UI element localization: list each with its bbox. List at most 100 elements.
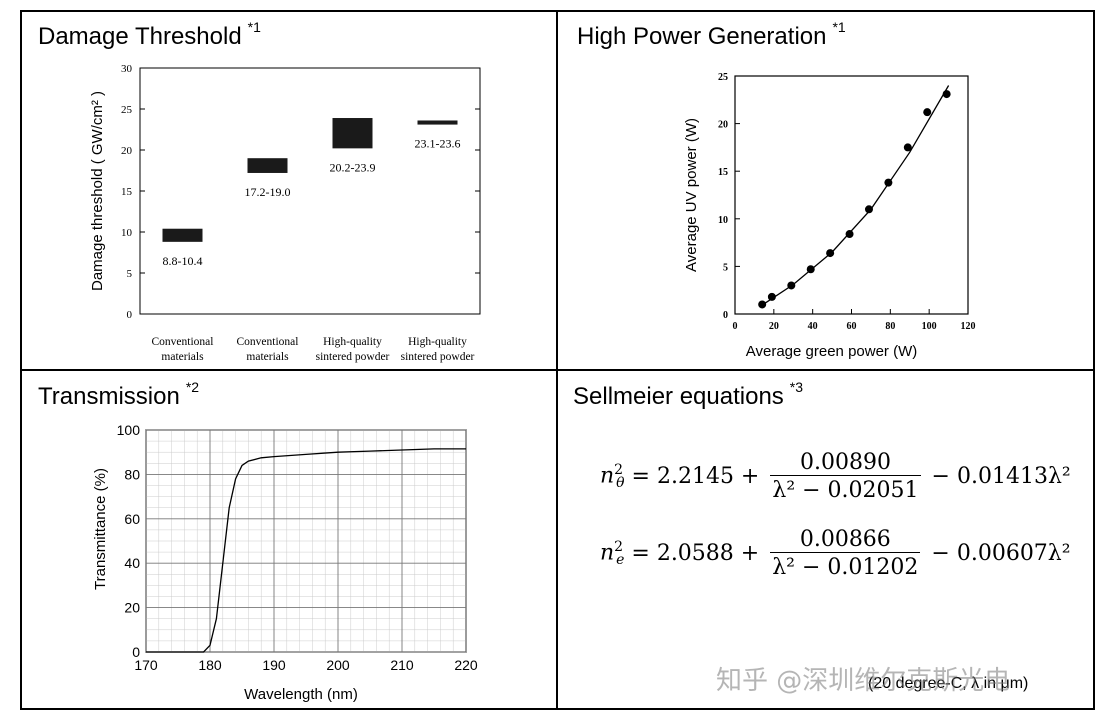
data-point xyxy=(845,230,854,239)
eq1-tail: − 0.01413λ² xyxy=(931,464,1071,489)
x-axis-label: Average green power (W) xyxy=(746,343,917,360)
power-title-text: High Power Generation xyxy=(577,23,827,50)
transmission-title-text: Transmission xyxy=(38,383,180,410)
x-tick-label: 20 xyxy=(769,321,779,332)
data-point xyxy=(826,249,835,258)
y-axis-label: Average UV power (W) xyxy=(683,118,700,272)
eq1-den: λ² − 0.02051 xyxy=(770,475,921,503)
damage-threshold-chart: 0 5 10 15 20 25 30 Damage threshold ( GW/cm² ) 8… xyxy=(89,63,481,363)
eq2-den: λ² − 0.01202 xyxy=(770,552,921,580)
y-tick-label: 10 xyxy=(121,227,133,239)
y-tick-label: 100 xyxy=(117,422,141,438)
eq1-lhs: n2θ xyxy=(600,461,625,492)
sellmeier-note: (20 degree-C, λ in μm) xyxy=(868,675,1029,692)
eq2-const: = 2.0588 + xyxy=(631,541,760,566)
x-tick-label: 180 xyxy=(198,657,222,673)
range-bar xyxy=(417,120,458,125)
power-ref: *1 xyxy=(832,19,846,35)
x-tick-label: 220 xyxy=(454,657,478,673)
eq2-lhs: n2e xyxy=(600,538,625,569)
sellmeier-equation-e: n2e = 2.0588 + 0.00866 λ² − 0.01202 − 0.0… xyxy=(600,527,1071,580)
divider-vertical xyxy=(556,10,558,710)
x-tick-label: 210 xyxy=(390,657,414,673)
transmission-ref: *2 xyxy=(185,379,200,395)
divider-horizontal xyxy=(20,369,1095,371)
x-tick-label: 170 xyxy=(134,657,158,673)
x-tick-label: 120 xyxy=(961,321,976,332)
category-label: materials xyxy=(246,351,289,363)
sellmeier-title: Sellmeier equations *3 xyxy=(573,379,803,411)
data-point xyxy=(884,178,893,187)
transmission-chart: 170 180 190 200 210 220 0 20 40 60 80 100 Wavelength… xyxy=(92,422,478,703)
damage-title-text: Damage Threshold xyxy=(38,23,242,50)
range-bar xyxy=(162,228,203,242)
high-power-chart: 0 20 40 60 80 100 120 0 5 10 15 20 25 Average green p… xyxy=(683,72,976,360)
high-power-title: High Power Generation *1 xyxy=(577,19,846,51)
y-tick-label: 20 xyxy=(718,120,728,131)
x-tick-label: 190 xyxy=(262,657,286,673)
category-label: High-quality xyxy=(408,336,467,348)
x-tick-label: 40 xyxy=(808,321,818,332)
x-tick-label: 80 xyxy=(885,321,895,332)
y-tick-label: 0 xyxy=(127,309,133,321)
y-tick-label: 60 xyxy=(124,511,140,527)
y-tick-label: 20 xyxy=(121,145,133,157)
sellmeier-equation-theta: n2θ = 2.2145 + 0.00890 λ² − 0.02051 − 0.0… xyxy=(600,450,1071,503)
y-tick-label: 5 xyxy=(723,262,728,273)
category-label: sintered powder xyxy=(401,351,475,363)
data-point xyxy=(903,143,912,152)
x-tick-label: 200 xyxy=(326,657,350,673)
x-axis-label: Wavelength (nm) xyxy=(244,686,358,703)
range-bar xyxy=(247,158,288,173)
y-tick-label: 80 xyxy=(124,466,140,482)
y-tick-label: 25 xyxy=(121,104,133,116)
eq1-const: = 2.2145 + xyxy=(631,464,760,489)
plot-frame xyxy=(139,67,481,315)
eq2-sub: e xyxy=(616,552,625,569)
y-tick-label: 0 xyxy=(723,310,728,321)
y-tick-label: 0 xyxy=(132,644,140,660)
data-point xyxy=(758,300,767,309)
y-tick-label: 15 xyxy=(718,167,728,178)
category-label: Conventional xyxy=(237,336,299,348)
data-label: 17.2-19.0 xyxy=(245,185,291,199)
data-label: 20.2-23.9 xyxy=(330,160,376,174)
transmittance-line xyxy=(146,448,466,653)
data-point xyxy=(787,281,796,290)
sellmeier-ref: *3 xyxy=(789,379,804,395)
eq1-sub: θ xyxy=(616,475,625,492)
data-point xyxy=(923,108,932,117)
y-axis-label: Damage threshold ( GW/cm² ) xyxy=(89,91,106,291)
eq2-num: 0.00866 xyxy=(799,527,891,552)
eq1-fraction: 0.00890 λ² − 0.02051 xyxy=(770,450,921,503)
y-tick-label: 30 xyxy=(121,63,133,75)
y-tick-label: 25 xyxy=(718,72,728,83)
range-bar xyxy=(332,118,373,149)
x-tick-label: 60 xyxy=(847,321,857,332)
category-label: materials xyxy=(161,351,204,363)
transmission-title: Transmission *2 xyxy=(38,379,199,411)
data-point xyxy=(806,265,815,274)
y-tick-label: 20 xyxy=(124,600,140,616)
y-tick-label: 10 xyxy=(718,215,728,226)
category-label: sintered powder xyxy=(316,351,390,363)
x-tick-label: 100 xyxy=(922,321,937,332)
sellmeier-title-text: Sellmeier equations xyxy=(573,383,784,410)
y-tick-label: 15 xyxy=(121,186,133,198)
y-axis-label: Transmittance (%) xyxy=(92,468,109,590)
y-tick-label: 40 xyxy=(124,555,140,571)
data-point xyxy=(864,205,873,214)
eq2-fraction: 0.00866 λ² − 0.01202 xyxy=(770,527,921,580)
damage-ref: *1 xyxy=(247,19,261,35)
fit-curve xyxy=(759,85,950,307)
watermark: 知乎 @深圳维尔克斯光电 xyxy=(716,666,1011,696)
data-point xyxy=(942,90,951,99)
category-label: Conventional xyxy=(152,336,214,348)
eq1-num: 0.00890 xyxy=(799,450,891,475)
eq2-tail: − 0.00607λ² xyxy=(931,541,1071,566)
data-label: 8.8-10.4 xyxy=(163,254,203,268)
data-point xyxy=(767,292,776,301)
y-tick-label: 5 xyxy=(127,268,133,280)
category-label: High-quality xyxy=(323,336,382,348)
damage-threshold-title: Damage Threshold *1 xyxy=(38,19,261,51)
